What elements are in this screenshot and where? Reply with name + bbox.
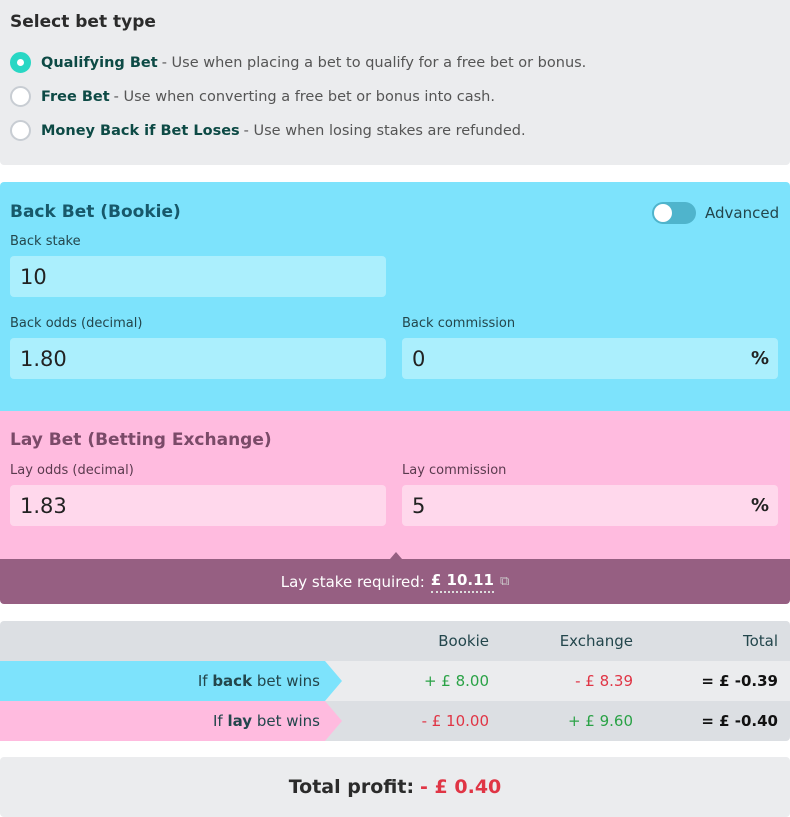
option-name: Qualifying Bet	[41, 54, 158, 71]
lay-odds-input[interactable]	[10, 485, 386, 526]
lay-stake-bar: Lay stake required: £ 10.11 ⧉	[0, 552, 790, 604]
back-odds-input[interactable]	[10, 338, 386, 379]
back-bet-title: Back Bet (Bookie)	[10, 202, 181, 222]
table-row: If lay bet wins - £ 10.00 + £ 9.60 = £ -…	[0, 701, 790, 741]
exchange-value: - £ 8.39	[575, 672, 633, 690]
header-total: Total	[742, 632, 778, 650]
back-stake-label: Back stake	[10, 234, 81, 249]
lay-commission-label: Lay commission	[402, 463, 507, 478]
back-commission-input[interactable]	[402, 338, 778, 379]
lay-bet-title: Lay Bet (Betting Exchange)	[10, 430, 272, 450]
radio-money-back[interactable]: Money Back if Bet Loses - Use when losing…	[10, 120, 526, 141]
back-stake-input[interactable]	[10, 256, 386, 297]
lay-stake-value[interactable]: £ 10.11	[430, 571, 494, 593]
total-profit-label: Total profit:	[288, 776, 415, 798]
bet-type-panel: Select bet type Qualifying Bet - Use when…	[0, 0, 790, 165]
advanced-toggle[interactable]	[652, 202, 696, 224]
advanced-label: Advanced	[705, 204, 780, 222]
total-value: = £ -0.40	[701, 712, 778, 730]
total-profit: Total profit: - £ 0.40	[0, 757, 790, 817]
option-name: Free Bet	[41, 88, 110, 105]
option-name: Money Back if Bet Loses	[41, 122, 240, 139]
row-label: If lay bet wins	[0, 701, 342, 741]
option-desc: - Use when placing a bet to qualify for …	[161, 54, 587, 71]
option-desc: - Use when losing stakes are refunded.	[243, 122, 526, 139]
copy-icon[interactable]: ⧉	[499, 574, 510, 589]
lay-commission-input[interactable]	[402, 485, 778, 526]
bookie-value: - £ 10.00	[421, 712, 489, 730]
radio-free-bet[interactable]: Free Bet - Use when converting a free bet…	[10, 86, 495, 107]
option-desc: - Use when converting a free bet or bonu…	[113, 88, 495, 105]
radio-unselected-icon[interactable]	[10, 86, 31, 107]
bookie-value: + £ 8.00	[423, 672, 489, 690]
back-commission-label: Back commission	[402, 316, 516, 331]
row-label: If back bet wins	[0, 661, 342, 701]
header-exchange: Exchange	[559, 632, 633, 650]
radio-unselected-icon[interactable]	[10, 120, 31, 141]
lay-stake-label: Lay stake required:	[280, 572, 425, 591]
header-bookie: Bookie	[438, 632, 489, 650]
total-value: = £ -0.39	[701, 672, 778, 690]
back-odds-label: Back odds (decimal)	[10, 316, 143, 331]
results-header: Bookie Exchange Total	[0, 621, 790, 661]
radio-selected-icon[interactable]	[10, 52, 31, 73]
exchange-value: + £ 9.60	[567, 712, 633, 730]
radio-qualifying-bet[interactable]: Qualifying Bet - Use when placing a bet t…	[10, 52, 586, 73]
percent-sign: %	[751, 495, 770, 516]
lay-odds-label: Lay odds (decimal)	[10, 463, 134, 478]
percent-sign: %	[751, 348, 770, 369]
bet-type-title: Select bet type	[10, 12, 156, 32]
table-row: If back bet wins + £ 8.00 - £ 8.39 = £ -…	[0, 661, 790, 701]
total-profit-value: - £ 0.40	[420, 776, 502, 798]
